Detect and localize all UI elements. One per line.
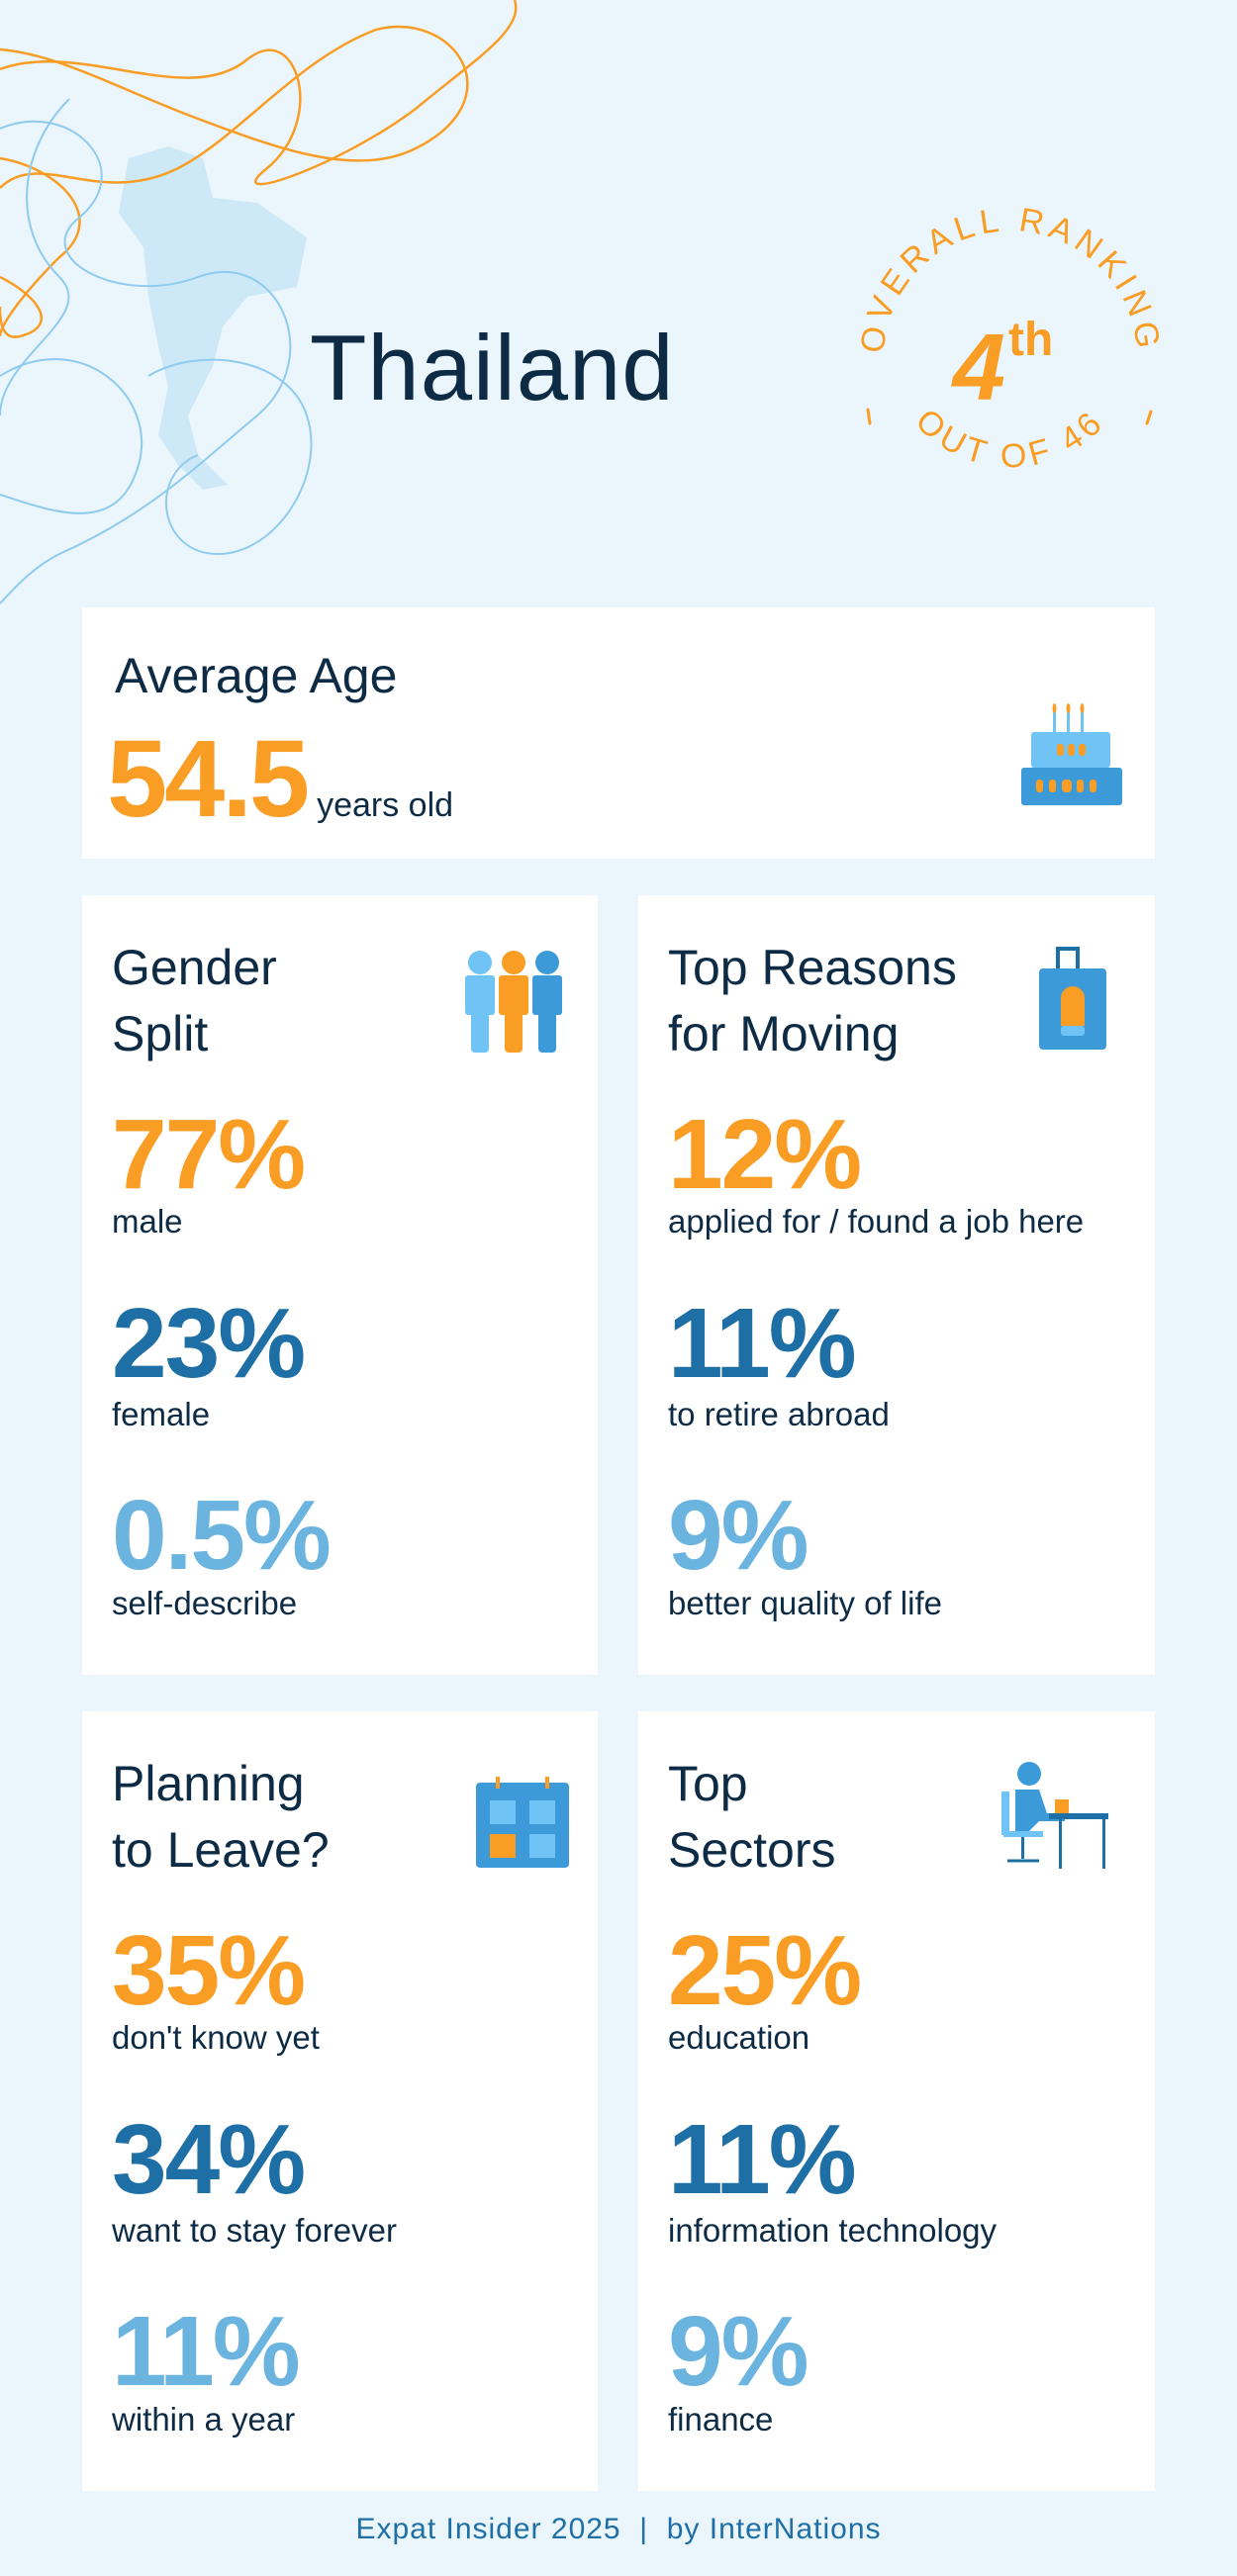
planning-stat-3-value: 11% [112,2296,301,2407]
gender-split-title-line2: Split [112,1006,209,1061]
gender-stat-2-value: 23% [112,1288,306,1399]
sector-stat-2-label: information technology [668,2212,998,2249]
reason-stat-1-label: applied for / found a job here [668,1203,1085,1240]
birthday-cake-icon [1021,703,1122,805]
planning-to-leave-card: Planning to Leave? 35% don't know yet 34%… [82,1711,598,2491]
sectors-title-line2: Sectors [668,1822,836,1878]
people-icon [465,951,562,1053]
gender-stat-3-value: 0.5% [112,1480,332,1591]
planning-stat-2-value: 34% [112,2104,306,2215]
reason-stat-3-value: 9% [668,1480,809,1591]
suitcase-icon [1039,947,1106,1050]
sector-stat-1-label: education [668,2019,810,2056]
reason-stat-2-label: to retire abroad [668,1396,890,1432]
ranking-number: 4 [951,315,1005,420]
average-age-value: 54.5 [107,718,310,840]
planning-stat-3-label: within a year [112,2401,296,2438]
top-sectors-card: Top Sectors 25% education 11% information… [638,1711,1155,2491]
sectors-title-line1: Top [668,1756,748,1811]
gender-stat-3-label: self-describe [112,1585,298,1621]
planning-title-line1: Planning [112,1756,305,1811]
calendar-icon [476,1777,569,1868]
person-at-desk-icon [1001,1762,1108,1869]
top-reasons-title-line1: Top Reasons [668,940,957,995]
planning-stat-1-label: don't know yet [112,2019,320,2056]
ranking-badge: OVERALL RANKING OUT OF 46 4 th [853,202,1162,476]
svg-text:OUT OF 46: OUT OF 46 [908,402,1112,476]
average-age-unit: years old [317,786,454,824]
average-age-card: Average Age 54.5 years old [82,607,1155,859]
country-title: Thailand [310,316,675,419]
planning-stat-2-label: want to stay forever [112,2212,397,2249]
gender-stat-2-label: female [112,1396,211,1432]
gender-split-title-line1: Gender [112,940,277,995]
reason-stat-3-label: better quality of life [668,1585,942,1621]
top-reasons-card: Top Reasons for Moving 12% applied for / … [638,895,1155,1675]
reason-stat-2-value: 11% [668,1288,857,1399]
gender-stat-1-value: 77% [112,1099,306,1210]
reason-stat-1-value: 12% [668,1099,862,1210]
top-reasons-title-line2: for Moving [668,1006,900,1061]
footer-credit: Expat Insider 2025 | by InterNations [355,2513,882,2545]
sector-stat-2-value: 11% [668,2104,857,2215]
planning-stat-1-value: 35% [112,1915,306,2026]
decorative-swirls [0,0,518,604]
ranking-bottom-text: OUT OF 46 [908,402,1107,476]
average-age-title: Average Age [115,648,398,703]
thailand-map-shape [119,146,307,490]
gender-split-card: Gender Split 77% male 23% female 0.5% sel… [82,895,598,1675]
sector-stat-3-value: 9% [668,2296,809,2407]
ranking-suffix: th [1008,314,1053,366]
planning-title-line2: to Leave? [112,1822,330,1878]
sector-stat-3-label: finance [668,2401,774,2438]
sector-stat-1-value: 25% [668,1915,862,2026]
gender-stat-1-label: male [112,1203,183,1240]
